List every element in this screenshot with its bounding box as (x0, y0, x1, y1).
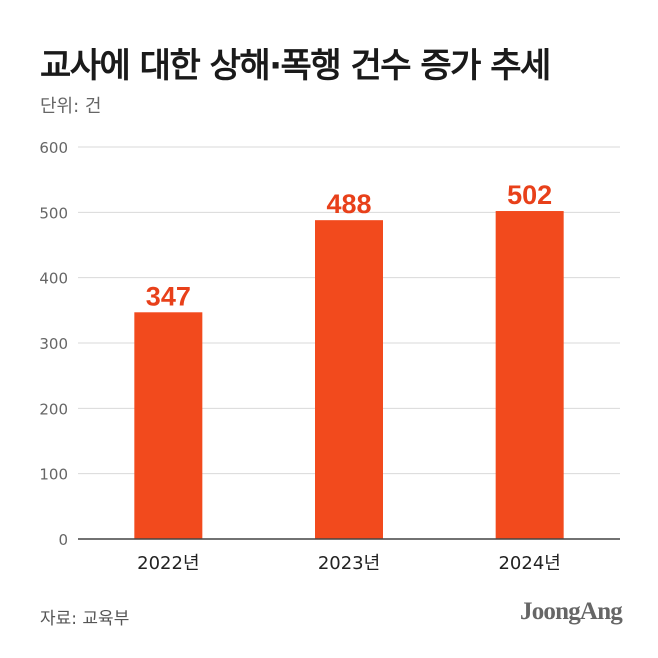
bar-2022년 (134, 312, 203, 539)
chart-title: 교사에 대한 상해·폭행 건수 증가 추세 (40, 46, 551, 86)
bar-2024년 (495, 211, 564, 539)
value-labels: 347 488 502 (146, 180, 552, 311)
x-tick-label: 2023년 (318, 553, 380, 574)
y-axis-ticks: 0 100 200 300 400 500 600 (39, 139, 68, 549)
x-axis-ticks: 2022년 2023년 2024년 (137, 553, 561, 574)
x-tick-label: 2022년 (137, 553, 199, 574)
bar-2023년 (315, 220, 383, 539)
value-label: 488 (326, 189, 371, 219)
y-tick-label: 200 (39, 400, 68, 418)
y-tick-label: 300 (39, 335, 68, 353)
y-tick-label: 600 (39, 139, 68, 157)
joongang-logo: JoongAng (520, 598, 623, 625)
y-tick-label: 0 (58, 531, 68, 549)
value-label: 347 (146, 281, 191, 311)
bars (134, 211, 564, 539)
value-label: 502 (507, 180, 552, 210)
y-tick-label: 500 (39, 204, 68, 222)
x-tick-label: 2024년 (498, 553, 560, 574)
y-tick-label: 100 (39, 466, 68, 484)
unit-label: 단위: 건 (40, 96, 102, 117)
y-tick-label: 400 (39, 270, 68, 288)
source-note: 자료: 교육부 (40, 609, 130, 629)
